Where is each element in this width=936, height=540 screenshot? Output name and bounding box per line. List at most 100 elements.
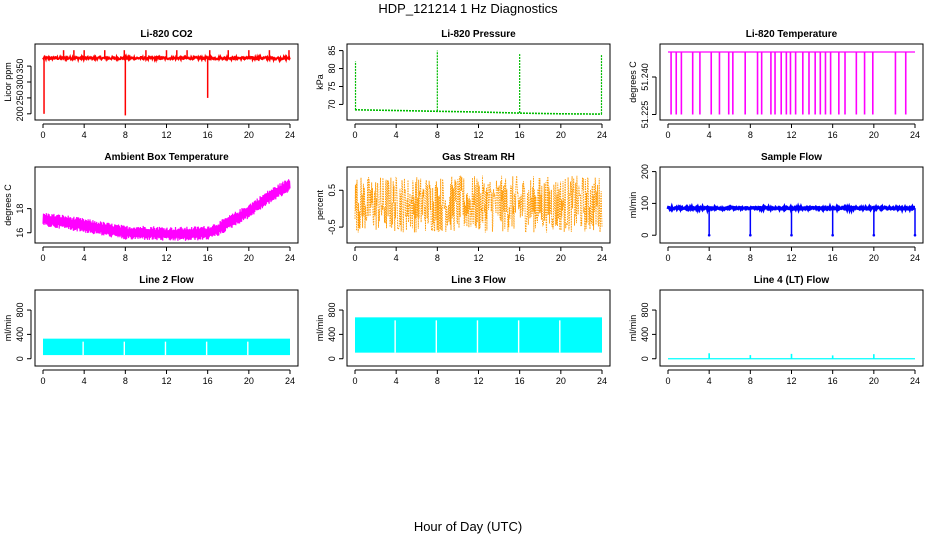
x-tick-label: 8	[123, 376, 128, 386]
y-tick-label: 51.240	[640, 63, 650, 91]
x-tick-label: 20	[244, 253, 254, 263]
x-tick-label: 24	[285, 130, 295, 140]
x-tick-label: 12	[786, 130, 796, 140]
data-series	[354, 175, 603, 233]
x-axis: 0 4 8 12 16 20 24	[665, 123, 920, 140]
plot-frame	[659, 43, 924, 121]
chart-title: Line 4 (LT) Flow	[754, 275, 830, 286]
data-series	[666, 202, 917, 237]
y-tick-label: 400	[327, 327, 337, 342]
x-tick-label: 0	[665, 130, 670, 140]
x-tick-label: 0	[352, 376, 357, 386]
x-tick-label: 8	[748, 253, 753, 263]
x-tick-label: 20	[869, 130, 879, 140]
y-axis-label: ml/min	[628, 192, 638, 219]
plot-frame	[659, 289, 924, 367]
series-band	[43, 338, 290, 356]
y-axis: 0 100 200 ml/min	[628, 164, 657, 238]
x-tick-label: 24	[910, 253, 920, 263]
data-series	[42, 50, 291, 116]
y-tick-label: 18	[15, 204, 25, 214]
x-axis: 0 4 8 12 16 20 24	[665, 369, 920, 386]
x-tick-label: 8	[123, 130, 128, 140]
x-axis: 0 4 8 12 16 20 24	[40, 123, 295, 140]
y-tick-label: 0.5	[327, 184, 337, 197]
x-tick-label: 24	[285, 253, 295, 263]
x-tick-label: 16	[828, 376, 838, 386]
y-axis-label: degrees C	[3, 184, 13, 226]
x-tick-label: 20	[244, 130, 254, 140]
y-tick-label: 16	[15, 228, 25, 238]
x-tick-label: 8	[748, 130, 753, 140]
plot-frame	[34, 289, 299, 367]
y-tick-label: 0	[640, 356, 650, 361]
x-tick-label: 16	[515, 130, 525, 140]
x-axis: 0 4 8 12 16 20 24	[352, 246, 607, 263]
x-tick-label: 16	[828, 130, 838, 140]
dip-point	[831, 233, 834, 237]
x-tick-label: 24	[285, 376, 295, 386]
x-tick-label: 16	[828, 253, 838, 263]
y-tick-label: 0	[640, 233, 650, 238]
x-tick-label: 20	[869, 376, 879, 386]
x-tick-label: 8	[123, 253, 128, 263]
x-tick-label: 8	[435, 376, 440, 386]
y-tick-label: 250	[15, 90, 25, 105]
chart-title: Li-820 Pressure	[441, 29, 516, 40]
chart-panel: Li-820 Pressure 0 4 8 12 16 20 24 70 75 80 85 kPa	[315, 29, 611, 140]
x-tick-label: 20	[244, 376, 254, 386]
chart-title: Ambient Box Temperature	[104, 152, 229, 163]
y-tick-label: 75	[327, 81, 337, 91]
x-tick-label: 0	[40, 376, 45, 386]
x-tick-label: 16	[203, 376, 213, 386]
y-tick-label: 300	[15, 74, 25, 89]
series-line	[354, 175, 603, 233]
x-tick-label: 4	[82, 130, 87, 140]
chart-title: Line 2 Flow	[139, 275, 194, 286]
y-tick-label: 800	[640, 303, 650, 318]
x-axis: 0 4 8 12 16 20 24	[40, 369, 295, 386]
y-axis-label: kPa	[315, 74, 325, 90]
y-tick-label: 0	[327, 356, 337, 361]
chart-title: Gas Stream RH	[442, 152, 515, 163]
dip-point	[707, 233, 711, 237]
x-tick-label: 4	[82, 376, 87, 386]
x-tick-label: 24	[910, 130, 920, 140]
page-title: HDP_121214 1 Hz Diagnostics	[378, 1, 558, 16]
y-tick-label: -0.5	[327, 219, 337, 235]
dip-point	[749, 233, 752, 237]
data-series	[354, 50, 603, 115]
x-tick-label: 16	[515, 376, 525, 386]
x-tick-label: 8	[435, 253, 440, 263]
chart-panel: Li-820 Temperature 0 4 8 12 16 20 24 51.225 51.24…	[628, 29, 924, 140]
y-axis-label: degrees C	[628, 61, 638, 103]
y-tick-label: 400	[640, 327, 650, 342]
x-tick-label: 16	[515, 253, 525, 263]
x-tick-label: 4	[82, 253, 87, 263]
x-tick-label: 16	[203, 130, 213, 140]
x-tick-label: 8	[748, 376, 753, 386]
chart-title: Sample Flow	[761, 152, 822, 163]
plot-frame	[346, 289, 611, 367]
x-tick-label: 24	[597, 130, 607, 140]
x-tick-label: 24	[597, 376, 607, 386]
y-tick-label: 800	[327, 303, 337, 318]
chart-title: Li-820 Temperature	[746, 29, 838, 40]
dip-point	[872, 233, 876, 237]
x-tick-label: 4	[394, 130, 399, 140]
x-tick-label: 12	[473, 376, 483, 386]
x-tick-label: 0	[40, 130, 45, 140]
x-tick-label: 0	[40, 253, 45, 263]
plot-frame	[34, 166, 299, 244]
data-series	[43, 338, 290, 356]
series-line	[354, 109, 603, 115]
chart-panel: Sample Flow 0 4 8 12 16 20 24 0 100 200 ml/min	[628, 152, 924, 263]
x-tick-label: 12	[786, 253, 796, 263]
y-axis-label: ml/min	[628, 315, 638, 342]
